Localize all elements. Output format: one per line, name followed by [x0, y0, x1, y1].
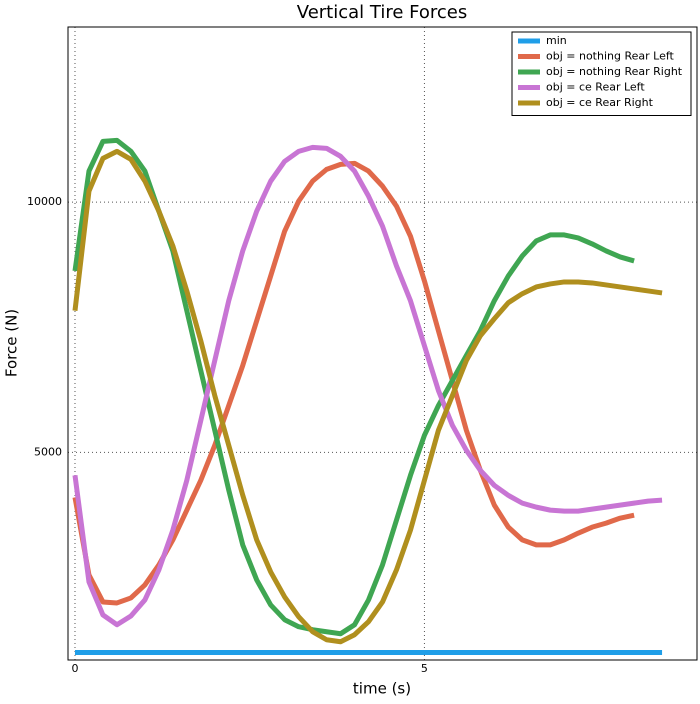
x-tick-label: 5 [421, 662, 428, 675]
y-tick-label: 5000 [34, 445, 62, 458]
legend-box [511, 31, 692, 116]
plot-frame [67, 26, 698, 661]
legend-label: min [546, 34, 567, 47]
line-series [72, 160, 635, 606]
y-tick-label: 10000 [27, 195, 62, 208]
line-series [72, 144, 663, 628]
legend-label: obj = ce Rear Right [546, 96, 654, 109]
legend-label: obj = nothing Rear Left [546, 50, 675, 63]
y-axis-label: Force (N) [3, 309, 21, 377]
legend-label: obj = ce Rear Left [546, 81, 645, 94]
line-series [72, 148, 663, 645]
x-axis-label: time (s) [353, 680, 411, 698]
chart-title: Vertical Tire Forces [297, 2, 467, 23]
legend-label: obj = nothing Rear Right [546, 65, 683, 78]
x-tick-label: 0 [71, 662, 78, 675]
